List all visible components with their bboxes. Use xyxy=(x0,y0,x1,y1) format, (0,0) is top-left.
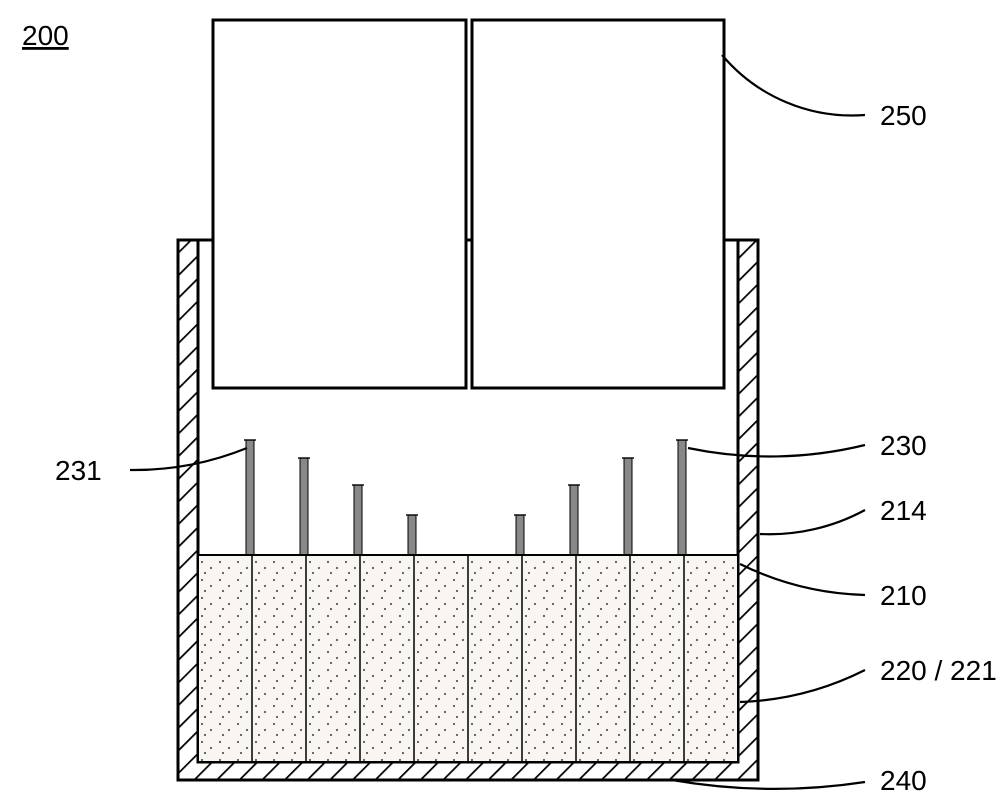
label-230: 230 xyxy=(880,430,927,461)
label-231: 231 xyxy=(55,455,102,486)
upper-block-left xyxy=(213,20,466,388)
leader-line xyxy=(722,55,865,115)
label-200: 200 xyxy=(22,20,69,51)
pillar xyxy=(516,515,524,555)
pillar xyxy=(246,440,254,555)
pillar xyxy=(570,485,578,555)
label-214: 214 xyxy=(880,495,927,526)
pillar xyxy=(624,458,632,555)
upper-block-right xyxy=(472,20,724,388)
label-220-221: 220 / 221 xyxy=(880,655,997,686)
pillar xyxy=(408,515,416,555)
label-250: 250 xyxy=(880,100,927,131)
label-210: 210 xyxy=(880,580,927,611)
leader-line xyxy=(688,445,865,456)
pillar xyxy=(678,440,686,555)
leader-line xyxy=(760,510,865,534)
label-240: 240 xyxy=(880,765,927,796)
pillar xyxy=(354,485,362,555)
pillar xyxy=(300,458,308,555)
